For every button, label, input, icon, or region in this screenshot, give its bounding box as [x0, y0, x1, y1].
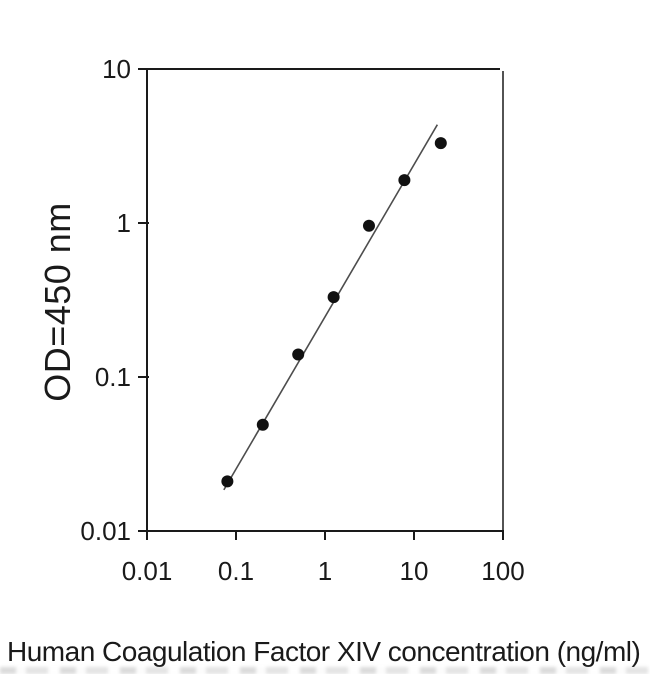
x-tick-label: 1: [318, 556, 332, 586]
x-tick-label: 100: [481, 556, 524, 586]
x-tick-label: 10: [400, 556, 429, 586]
x-axis-title: Human Coagulation Factor XIV concentrati…: [7, 636, 641, 667]
y-tick-label: 1: [117, 208, 131, 238]
y-tick-label: 0.1: [95, 362, 131, 392]
data-point: [256, 418, 269, 431]
x-tick-label: 0.1: [218, 556, 254, 586]
data-point: [292, 348, 305, 361]
x-tick-label: 0.01: [122, 556, 173, 586]
data-point: [398, 174, 411, 187]
data-point: [221, 475, 234, 488]
data-point: [434, 137, 447, 150]
data-point: [327, 291, 340, 304]
y-tick-label: 0.01: [80, 516, 131, 546]
data-point: [362, 219, 375, 232]
y-tick-label: 10: [102, 54, 131, 84]
cropped-watermark-artifact: [0, 667, 650, 674]
